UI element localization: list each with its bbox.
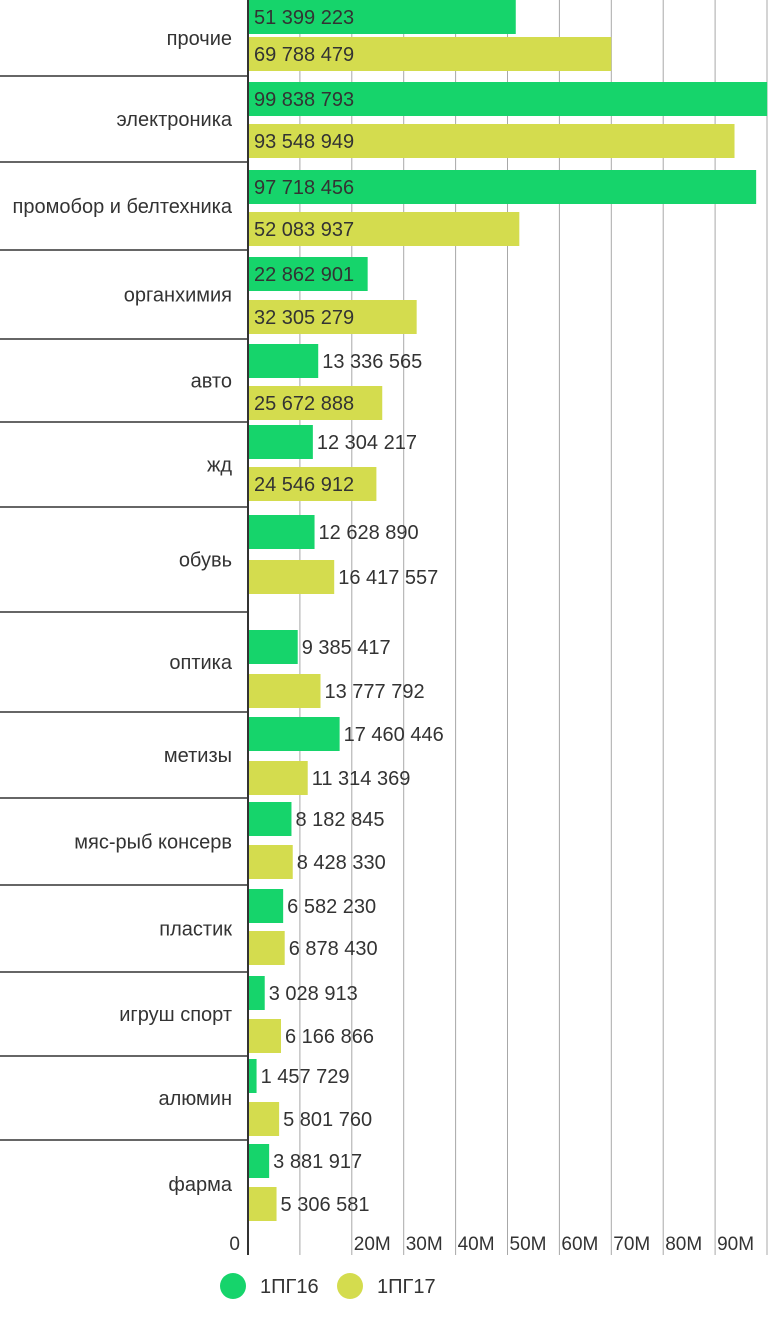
data-label: 1 457 729: [261, 1066, 350, 1088]
bar-series-2: [249, 931, 285, 965]
bar-series-1: [249, 170, 757, 204]
data-label: 3 881 917: [273, 1151, 362, 1173]
data-label: 12 628 890: [319, 522, 419, 544]
data-labels: 51 399 223 69 788 479 99 838 793 93 548 949…: [254, 7, 444, 1216]
legend-swatch: [220, 1273, 246, 1299]
data-label: 16 417 557: [338, 567, 438, 589]
bar-series-1: [249, 1059, 257, 1093]
data-label: 6 166 866: [285, 1026, 374, 1048]
data-label: 12 304 217: [317, 432, 417, 454]
legend-label: 1ПГ17: [377, 1276, 436, 1298]
category-label: промобор и белтехника: [13, 196, 233, 218]
category-label: метизы: [164, 745, 232, 767]
bar-series-1: [249, 976, 265, 1010]
bar-series-2: [249, 467, 377, 501]
x-tick-label: 30M: [406, 1234, 443, 1255]
bars: [249, 0, 768, 1221]
data-label: 17 460 446: [344, 724, 444, 746]
category-label: фарма: [168, 1174, 232, 1196]
bar-series-2: [249, 37, 612, 71]
legend-label: 1ПГ16: [260, 1276, 319, 1298]
bar-series-1: [249, 1144, 270, 1178]
category-label: мяс-рыб консерв: [74, 832, 232, 854]
x-tick-label: 50M: [510, 1234, 547, 1255]
x-tick-label: 60M: [561, 1234, 598, 1255]
bar-series-2: [249, 124, 735, 158]
data-label: 97 718 456: [254, 177, 354, 199]
category-label: электроника: [117, 109, 233, 131]
data-label: 5 306 581: [281, 1194, 370, 1216]
x-tick-label: 80M: [665, 1234, 702, 1255]
bar-series-1: [249, 257, 368, 291]
category-label: пластик: [159, 919, 232, 941]
category-label: авто: [191, 371, 232, 393]
bar-series-1: [249, 82, 768, 116]
x-tick-label: 70M: [613, 1234, 650, 1255]
bar-series-2: [249, 845, 293, 879]
category-label: обувь: [179, 550, 232, 572]
x-tick-labels: 0 20M 30M 40M 50M 60M 70M 80M 90M: [229, 1234, 754, 1255]
data-label: 3 028 913: [269, 983, 358, 1005]
data-label: 99 838 793: [254, 89, 354, 111]
bar-series-2: [249, 300, 417, 334]
x-tick-label: 20M: [354, 1234, 391, 1255]
legend-swatch: [337, 1273, 363, 1299]
bar-series-1: [249, 717, 340, 751]
bar-series-1: [249, 0, 516, 34]
x-tick-label: 90M: [717, 1234, 754, 1255]
category-label: алюмин: [158, 1088, 232, 1110]
bar-series-2: [249, 212, 520, 246]
category-label: прочие: [167, 28, 232, 50]
category-separators: [0, 75, 248, 1141]
category-labels: прочие электроника промобор и белтехника ор…: [13, 28, 233, 1196]
bar-series-2: [249, 560, 335, 594]
category-label: оптика: [169, 652, 232, 674]
data-label: 13 336 565: [322, 351, 422, 373]
data-label: 52 083 937: [254, 219, 354, 241]
bar-series-1: [249, 802, 292, 836]
data-label: 32 305 279: [254, 307, 354, 329]
data-label: 6 582 230: [287, 896, 376, 918]
bar-series-2: [249, 1187, 277, 1221]
data-label: 69 788 479: [254, 44, 354, 66]
bar-series-1: [249, 889, 284, 923]
data-label: 13 777 792: [325, 681, 425, 703]
x-tick-label: 40M: [458, 1234, 495, 1255]
data-label: 9 385 417: [302, 637, 391, 659]
grid-lines: [299, 0, 768, 1255]
data-label: 6 878 430: [289, 938, 378, 960]
data-label: 25 672 888: [254, 393, 354, 415]
bar-series-1: [249, 515, 315, 549]
data-label: 93 548 949: [254, 131, 354, 153]
data-label: 5 801 760: [283, 1109, 372, 1131]
x-tick-label: 0: [229, 1234, 240, 1255]
category-label: жд: [207, 455, 232, 477]
data-label: 51 399 223: [254, 7, 354, 29]
legend: 1ПГ16 1ПГ17: [220, 1273, 436, 1299]
bar-series-2: [249, 1019, 282, 1053]
bar-series-2: [249, 1102, 280, 1136]
bar-series-2: [249, 674, 321, 708]
category-label: органхимия: [124, 285, 232, 307]
category-label: игруш спорт: [119, 1004, 232, 1026]
bar-series-1: [249, 630, 298, 664]
bar-series-2: [249, 761, 308, 795]
data-label: 11 314 369: [312, 768, 411, 790]
data-label: 22 862 901: [254, 264, 354, 286]
data-label: 8 428 330: [297, 852, 386, 874]
data-label: 8 182 845: [295, 809, 384, 831]
data-label: 24 546 912: [254, 474, 354, 496]
bar-series-1: [249, 425, 313, 459]
bar-series-1: [249, 344, 319, 378]
bar-series-2: [249, 386, 383, 420]
